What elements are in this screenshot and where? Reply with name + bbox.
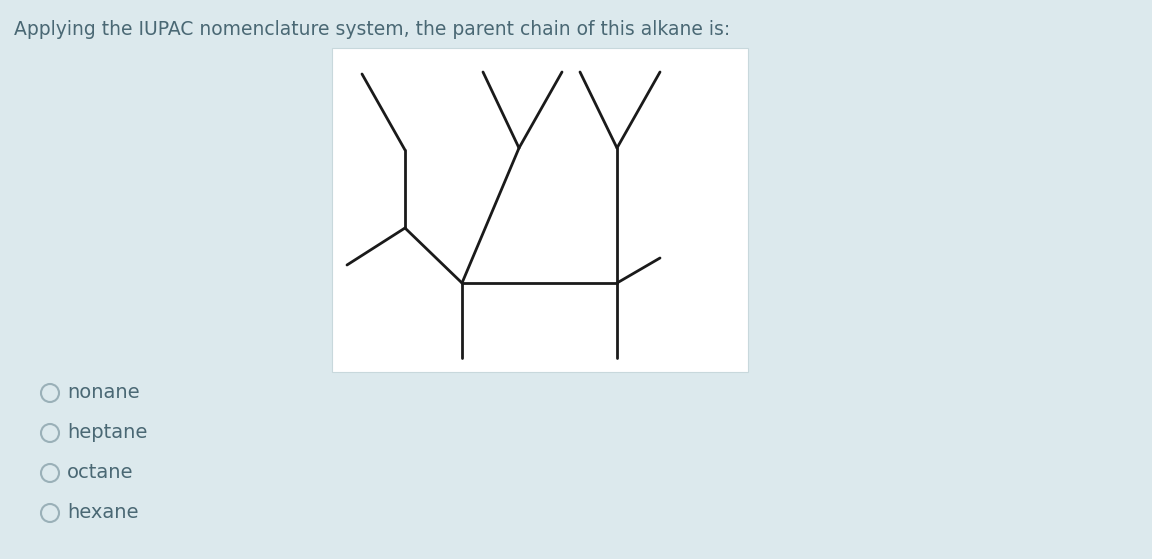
- Bar: [332, 48, 748, 372]
- Text: hexane: hexane: [67, 504, 138, 523]
- Text: Applying the IUPAC nomenclature system, the parent chain of this alkane is:: Applying the IUPAC nomenclature system, …: [14, 20, 730, 39]
- Text: octane: octane: [67, 463, 134, 482]
- Text: heptane: heptane: [67, 424, 147, 443]
- Text: nonane: nonane: [67, 383, 139, 402]
